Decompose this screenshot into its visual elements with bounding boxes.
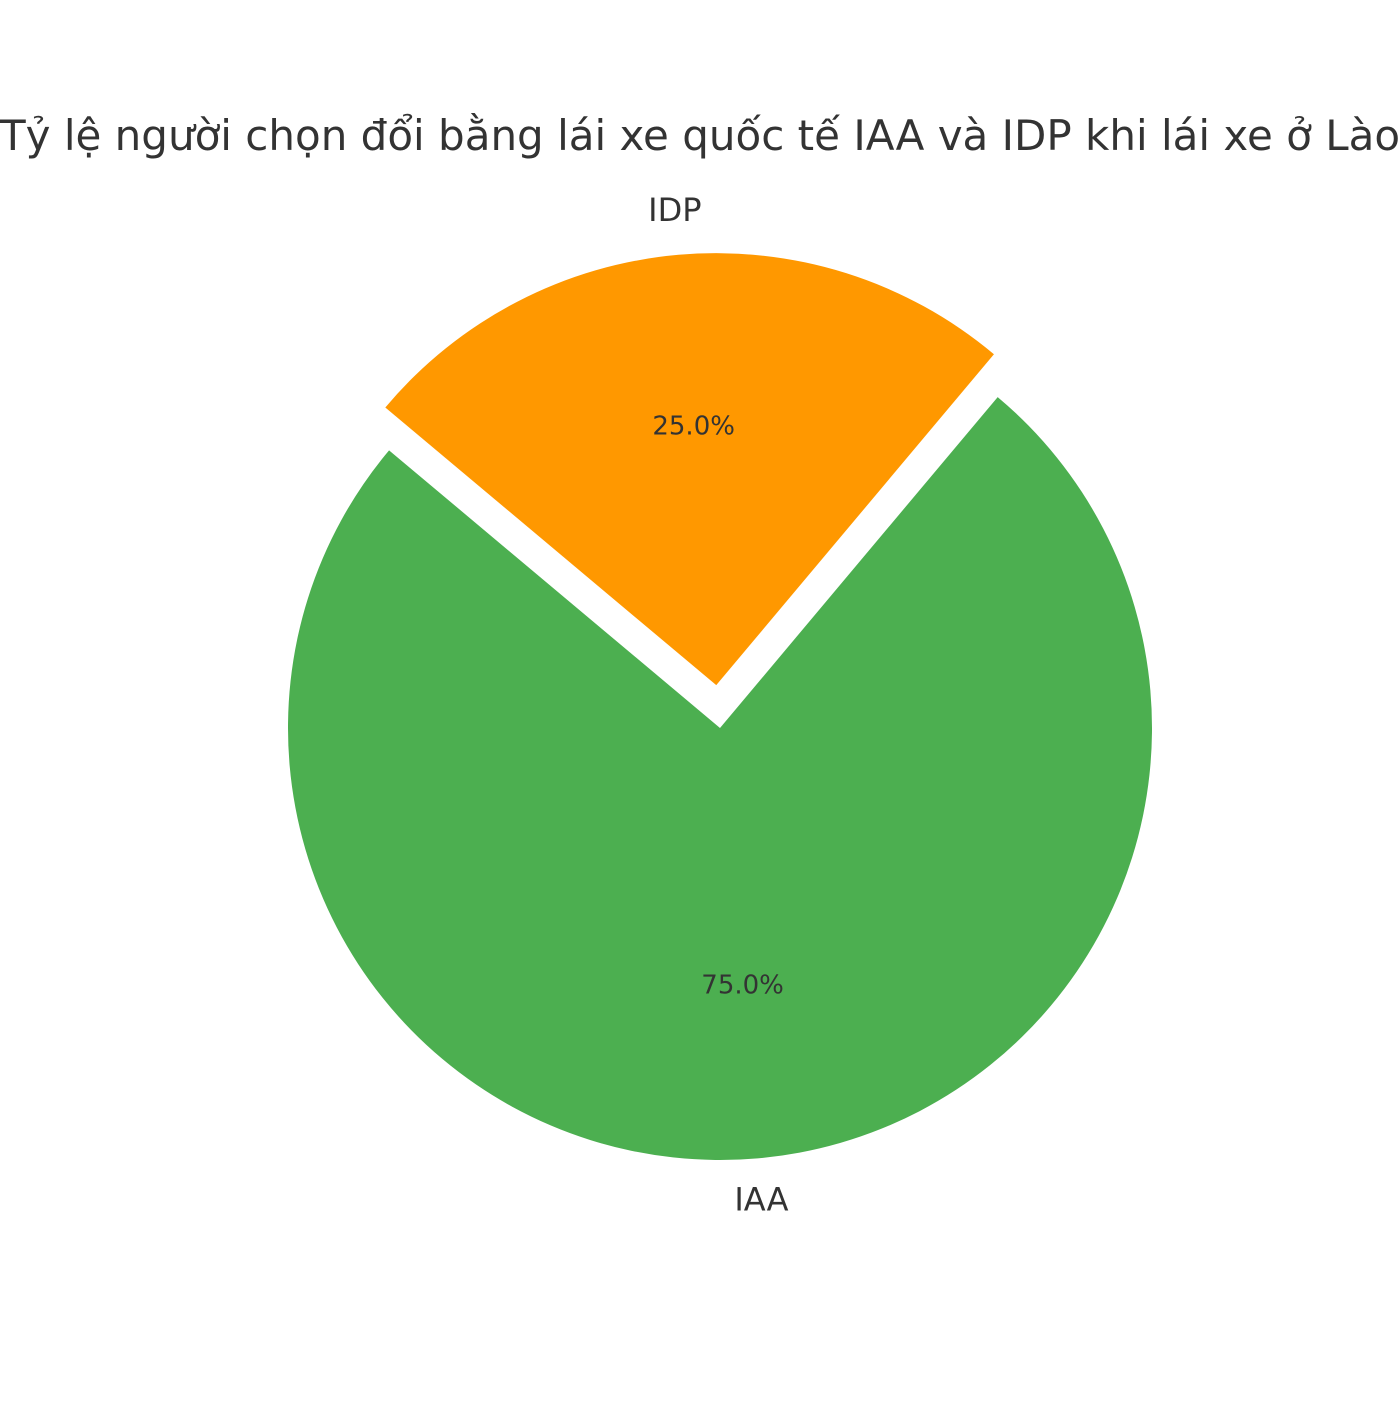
slices-group: [288, 253, 1153, 1160]
slice-label-iaa: IAA: [734, 1180, 788, 1218]
pie-slice-idp: [385, 253, 994, 686]
chart-title: Tỷ lệ người chọn đổi bằng lái xe quốc tế…: [0, 111, 1400, 160]
pie-slice-iaa: [288, 397, 1153, 1160]
labels-group: IAA 75.0% IDP 25.0%: [648, 191, 788, 1219]
slice-label-idp: IDP: [648, 191, 701, 229]
pct-label-idp: 25.0%: [652, 411, 735, 441]
pct-label-iaa: 75.0%: [701, 971, 784, 1001]
